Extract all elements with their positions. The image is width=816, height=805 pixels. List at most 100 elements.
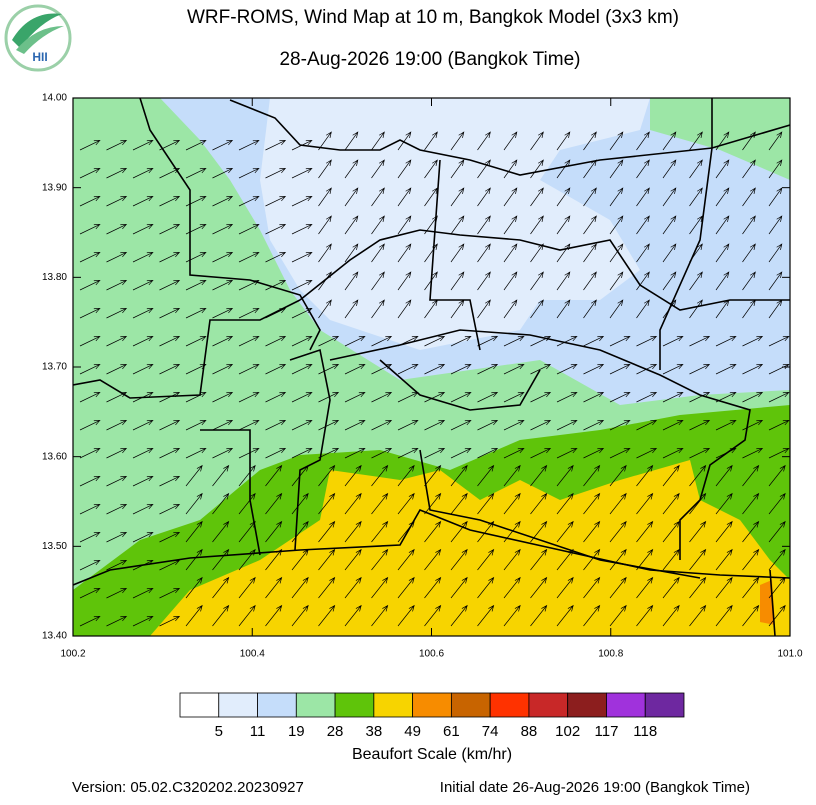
wind-arrow [265, 520, 283, 543]
wind-arrow [503, 492, 521, 515]
wind-arrow [503, 299, 518, 319]
wind-arrow [689, 215, 703, 235]
wind-arrow [609, 187, 624, 207]
wind-arrow [556, 604, 574, 627]
x-tick-label: 100.4 [240, 649, 265, 660]
wind-arrow [397, 215, 412, 235]
colorbar-box [257, 692, 297, 718]
wind-arrow [742, 420, 764, 431]
wind-arrow [344, 448, 366, 459]
wind-arrow [689, 392, 711, 403]
colorbar-label: 28 [327, 723, 344, 740]
wind-arrow [371, 215, 385, 235]
wind-arrow [132, 532, 154, 543]
wind-arrow [583, 187, 597, 207]
wind-arrow [715, 271, 730, 291]
wind-arrow [662, 464, 680, 487]
wind-arrow [662, 159, 677, 179]
wind-arrow [185, 464, 203, 487]
wind-arrow [238, 576, 256, 599]
wind-arrow [318, 604, 336, 627]
wind-arrow [79, 560, 101, 571]
initial-date: Initial date 26-Aug-2026 19:00 (Bangkok … [440, 779, 750, 796]
wind-arrow [265, 604, 283, 627]
wind-arrow [397, 187, 412, 207]
wind-arrow [291, 252, 313, 263]
wind-arrow [344, 548, 362, 571]
wind-arrow [424, 492, 442, 515]
wind-arrow [530, 604, 548, 627]
wind-arrow [450, 420, 472, 431]
wind-arrow [212, 492, 230, 515]
wind-arrow [424, 364, 446, 375]
wind-arrow [768, 420, 790, 431]
wind-arrow [132, 504, 154, 515]
wind-arrow [397, 464, 415, 487]
wind-arrow [79, 168, 101, 179]
wind-arrow [503, 604, 521, 627]
wind-arrow [132, 308, 154, 319]
wind-arrow [715, 492, 733, 515]
wind-arrow [265, 492, 283, 515]
y-tick-label: 13.60 [42, 451, 67, 462]
wind-arrow [583, 243, 597, 263]
wind-arrow [265, 308, 287, 319]
wind-arrow [159, 588, 181, 599]
wind-arrow [371, 604, 389, 627]
wind-arrow [106, 476, 128, 487]
wind-arrow [477, 548, 495, 571]
wind-arrow [159, 560, 181, 571]
wind-arrow [689, 548, 707, 571]
wind-arrow [185, 196, 207, 207]
wind-arrow [371, 392, 393, 403]
wind-arrow [662, 392, 684, 403]
wind-arrow [715, 420, 737, 431]
wind-arrow [106, 140, 128, 151]
wind-arrow [79, 252, 101, 263]
wind-arrow [477, 464, 495, 487]
wind-arrow [556, 364, 578, 375]
wind-arrow [609, 299, 624, 319]
wind-arrow [132, 364, 154, 375]
wind-arrow [768, 159, 783, 179]
wind-arrow [583, 520, 601, 543]
wind-arrow [159, 532, 181, 543]
wind-arrow [185, 252, 207, 263]
wind-arrow [344, 271, 359, 291]
wind-arrow [212, 336, 234, 347]
wind-arrow [636, 520, 654, 543]
wind-arrow [715, 392, 737, 403]
wind-arrow [742, 576, 760, 599]
wind-arrow [768, 299, 783, 319]
wind-arrow [79, 616, 101, 627]
wind-arrow [371, 336, 393, 347]
wind-arrow [238, 492, 256, 515]
wind-arrow [477, 392, 499, 403]
wind-arrow [609, 464, 627, 487]
wind-arrow [450, 271, 465, 291]
wind-arrow [477, 299, 491, 319]
wind-arrow [477, 159, 491, 179]
wind-arrow [265, 448, 287, 459]
wind-arrow [238, 280, 260, 291]
wind-arrow [609, 364, 631, 375]
colorbar-box [334, 692, 375, 718]
wind-arrow [583, 420, 605, 431]
wind-arrow [768, 336, 790, 347]
wind-arrow [477, 187, 491, 207]
wind-arrow [318, 492, 336, 515]
wind-arrow [212, 168, 234, 179]
wind-arrow [503, 392, 525, 403]
wind-arrow [450, 159, 465, 179]
wind-arrow [583, 215, 597, 235]
wind-arrow [689, 299, 703, 319]
wind-arrow [318, 215, 332, 235]
wind-arrow [212, 196, 234, 207]
wind-arrow [212, 252, 234, 263]
colorbar-box [218, 692, 258, 718]
wind-arrow [530, 187, 544, 207]
wind-arrow [689, 243, 703, 263]
wind-arrow [371, 243, 385, 263]
wind-arrow [159, 280, 181, 291]
